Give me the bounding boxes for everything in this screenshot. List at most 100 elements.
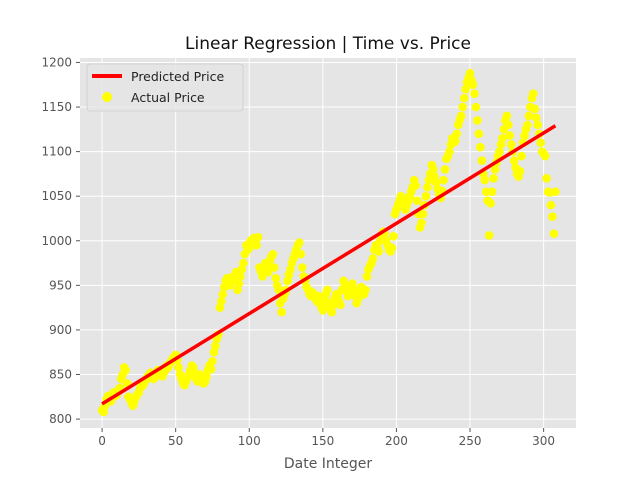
actual-price-point — [465, 68, 475, 78]
actual-price-point — [498, 133, 507, 143]
actual-price-point — [461, 84, 470, 94]
actual-price-point — [362, 272, 372, 281]
x-tick-label: 150 — [311, 434, 334, 448]
actual-price-point — [480, 175, 490, 185]
actual-price-point — [481, 187, 491, 197]
actual-price-point — [540, 151, 550, 161]
actual-price-point — [506, 140, 516, 149]
actual-price-point — [530, 104, 540, 114]
actual-price-point — [423, 182, 432, 192]
actual-price-point — [421, 191, 431, 201]
x-tick-label: 100 — [238, 434, 261, 448]
y-tick-label: 950 — [49, 278, 72, 292]
actual-price-point — [387, 243, 397, 253]
actual-price-point — [253, 232, 263, 242]
x-tick-label: 50 — [168, 434, 183, 448]
actual-price-point — [523, 120, 532, 130]
actual-price-point — [236, 272, 245, 281]
actual-price-point — [361, 285, 370, 295]
actual-price-point — [490, 165, 500, 174]
actual-price-point — [473, 116, 482, 125]
actual-price-point — [327, 307, 336, 317]
actual-price-point — [318, 306, 328, 315]
legend-box — [86, 63, 244, 112]
x-tick-label: 200 — [385, 434, 408, 448]
actual-price-point — [515, 166, 525, 176]
actual-price-point — [297, 263, 307, 272]
actual-price-point — [412, 196, 422, 205]
x-tick-label: 250 — [459, 434, 482, 448]
y-tick-label: 1000 — [41, 234, 72, 248]
predicted-price-line-group — [101, 124, 557, 406]
actual-price-point — [234, 279, 244, 288]
actual-price-point — [374, 247, 384, 256]
actual-price-point — [476, 142, 485, 152]
actual-price-points — [97, 68, 560, 417]
actual-price-point — [218, 289, 228, 299]
y-tick-label: 800 — [49, 412, 72, 426]
actual-price-point — [268, 249, 278, 259]
actual-price-point — [252, 240, 261, 250]
predicted-price-line — [101, 124, 557, 406]
actual-price-point — [470, 89, 479, 98]
actual-price-point — [471, 102, 481, 112]
actual-price-point — [551, 187, 560, 197]
actual-price-point — [411, 181, 420, 190]
actual-price-point — [211, 341, 220, 351]
actual-price-point — [533, 120, 543, 130]
axis-ticks: 0 50 100 150 200 250 300 800 850 900 950 1000 1050 11… — [41, 55, 555, 448]
actual-price-point — [486, 199, 495, 208]
y-tick-label: 1150 — [41, 100, 72, 114]
y-tick-label: 1200 — [41, 55, 72, 69]
actual-price-point — [368, 254, 378, 263]
y-tick-label: 850 — [49, 368, 72, 382]
actual-price-point — [277, 307, 286, 317]
actual-price-point — [536, 138, 545, 147]
legend-actual-swatch — [102, 92, 112, 102]
actual-price-point — [208, 356, 217, 366]
actual-price-point — [477, 156, 487, 165]
actual-price-point — [459, 93, 469, 103]
actual-price-point — [439, 175, 448, 185]
actual-price-point — [529, 89, 538, 98]
chart-title: Linear Regression | Time vs. Price — [185, 34, 471, 54]
actual-price-point — [258, 272, 267, 281]
actual-price-point — [294, 238, 304, 247]
actual-price-point — [452, 129, 462, 139]
actual-price-point — [121, 365, 130, 375]
actual-price-point — [445, 147, 454, 156]
y-tick-label: 1100 — [41, 145, 72, 159]
actual-price-point — [216, 297, 226, 306]
actual-price-point — [468, 80, 478, 90]
actual-price-point — [524, 111, 534, 121]
actual-price-point — [451, 136, 460, 146]
legend-actual-label: Actual Price — [131, 90, 205, 105]
actual-price-point — [531, 113, 541, 123]
actual-price-point — [440, 165, 450, 174]
y-tick-label: 1050 — [41, 189, 72, 203]
actual-price-point — [487, 187, 497, 197]
legend-predicted-label: Predicted Price — [131, 69, 224, 84]
actual-price-point — [458, 102, 467, 112]
actual-price-point — [389, 232, 398, 241]
actual-price-point — [549, 229, 559, 238]
actual-price-point — [546, 200, 556, 210]
actual-price-point — [456, 111, 466, 121]
actual-price-point — [495, 147, 504, 156]
actual-price-point — [322, 285, 332, 295]
x-tick-label: 300 — [532, 434, 555, 448]
x-tick-label: 0 — [98, 434, 106, 448]
actual-price-point — [417, 218, 426, 228]
actual-price-point — [517, 151, 526, 161]
actual-price-point — [548, 212, 557, 221]
actual-price-point — [505, 131, 515, 140]
actual-price-point — [542, 174, 551, 183]
x-axis-title: Date Integer — [284, 456, 373, 472]
actual-price-point — [274, 285, 283, 295]
actual-price-point — [502, 111, 512, 121]
actual-price-point — [489, 174, 498, 183]
actual-price-point — [264, 267, 273, 277]
actual-price-point — [428, 165, 438, 174]
actual-price-point — [336, 300, 345, 310]
